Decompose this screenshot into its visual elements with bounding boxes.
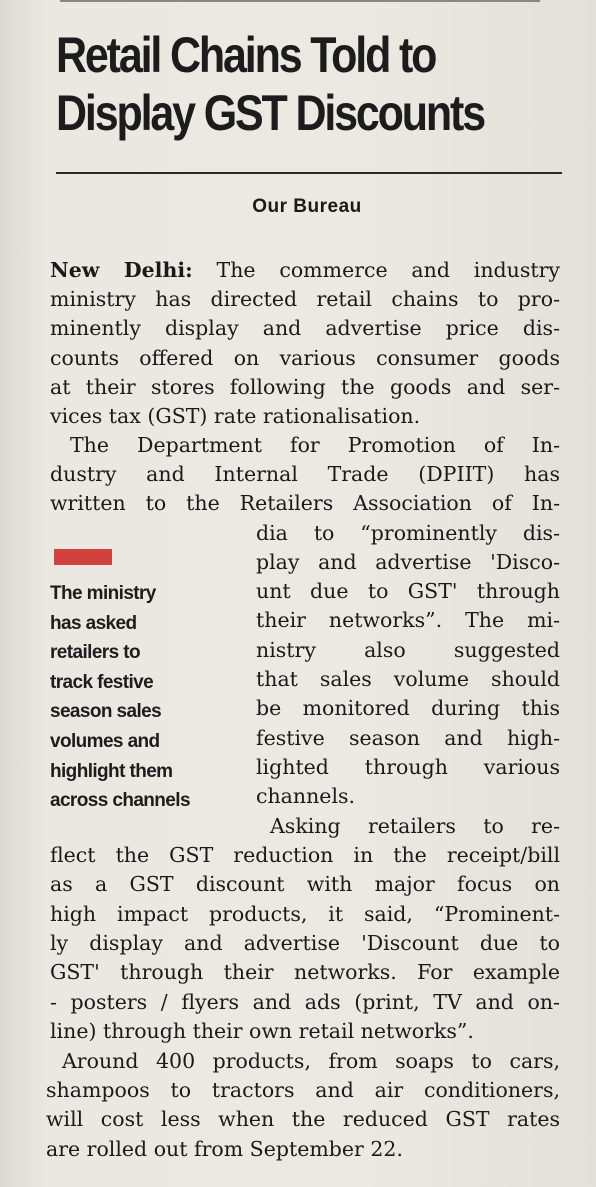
- body-line: at their stores following the goods and …: [50, 375, 560, 399]
- byline: Our Bureau: [252, 196, 362, 217]
- pullquote-line: retailers to: [50, 642, 141, 664]
- pullquote-line: volumes and: [50, 730, 160, 752]
- body-line: Around 400 products, from soaps to cars,: [62, 1049, 560, 1073]
- pullquote-accent-bar: [54, 549, 112, 565]
- body-line: ministry has directed retail chains to p…: [50, 287, 560, 311]
- headline-line-1: Retail Chains Told to: [56, 27, 437, 83]
- body-line: play and advertise 'Disco-: [256, 550, 560, 574]
- body-line: GST' through their networks. For example: [50, 960, 560, 984]
- body-line: will cost less when the reduced GST rate…: [46, 1107, 560, 1131]
- body-line: are rolled out from September 22.: [46, 1137, 403, 1161]
- body-line: The Department for Promotion of In-: [70, 433, 560, 457]
- headline-rule: [56, 172, 562, 174]
- pullquote-line: season sales: [50, 701, 162, 723]
- body-line: vices tax (GST) rate rationalisation.: [50, 404, 421, 428]
- body-line: nistry also suggested: [256, 638, 560, 662]
- dateline: New Delhi:: [50, 258, 193, 282]
- body-line: ly display and advertise 'Discount due t…: [50, 931, 560, 955]
- body-line: shampoos to tractors and air conditioner…: [46, 1078, 560, 1102]
- pullquote-line: track festive: [50, 671, 154, 693]
- pullquote-line: across channels: [50, 790, 191, 812]
- body-line: flect the GST reduction in the receipt/b…: [50, 843, 560, 867]
- body-line: as a GST discount with major focus on: [50, 872, 560, 896]
- body-line: dustry and Internal Trade (DPIIT) has: [50, 462, 560, 486]
- body-line: minently display and advertise price dis…: [50, 316, 560, 340]
- body-line: unt due to GST' through: [256, 579, 560, 603]
- pullquote-line: The ministry: [50, 583, 156, 604]
- body-line: counts offered on various consumer goods: [50, 346, 560, 370]
- body-line: that sales volume should: [256, 667, 560, 691]
- body-line: written to the Retailers Association of …: [50, 491, 560, 515]
- pullquote-line: has asked: [50, 612, 137, 634]
- body-line: their networks”. The mi-: [256, 608, 560, 632]
- headline: Retail Chains Told to Display GST Discou…: [56, 26, 503, 142]
- body-line: line) through their own retail networks”…: [50, 1019, 474, 1043]
- body-line: be monitored during this: [256, 696, 560, 720]
- top-rule: [60, 0, 540, 8]
- body-line: lighted through various: [256, 755, 560, 779]
- body-line: high impact products, it said, “Prominen…: [50, 902, 560, 926]
- pullquote-line: highlight them: [50, 760, 173, 782]
- pullquote: The ministry has asked retailers to trac…: [50, 579, 250, 816]
- body-line: festive season and high-: [256, 726, 560, 750]
- headline-line-2: Display GST Discounts: [56, 85, 486, 141]
- body-line: dia to “prominently dis-: [256, 521, 560, 545]
- body-line: New Delhi: The commerce and industry: [50, 258, 561, 282]
- body-line: - posters / flyers and ads (print, TV an…: [50, 990, 560, 1014]
- body-line: channels.: [256, 784, 356, 808]
- body-line: Asking retailers to re-: [270, 814, 560, 838]
